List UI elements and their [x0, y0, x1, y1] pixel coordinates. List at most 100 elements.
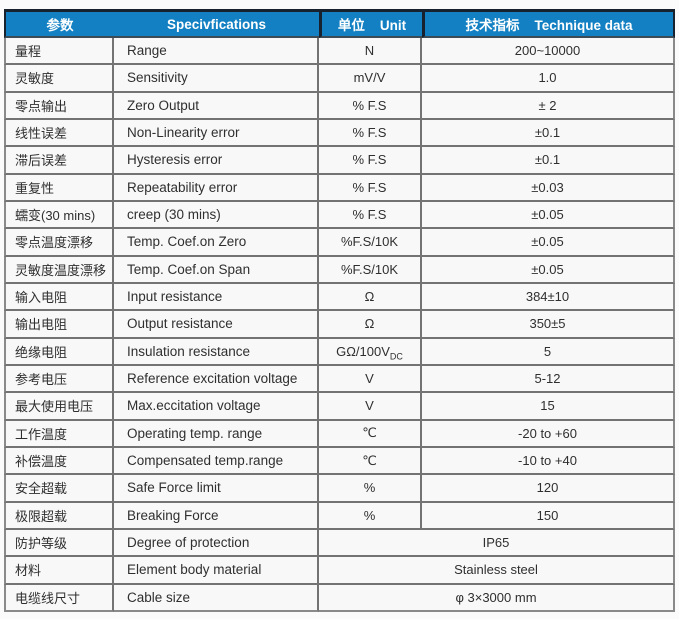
col-header-unit-en: Unit: [379, 18, 407, 33]
param-name-en-cell: Non-Linearity error: [114, 119, 319, 148]
param-name-en-cell: Temp. Coef.on Span: [114, 256, 319, 284]
col-header-param-label: 参数: [46, 18, 74, 33]
param-name-en-cell: Reference excitation voltage: [114, 365, 319, 394]
table-row: 工作温度 Operating temp. range ℃ -20 to +60: [4, 420, 675, 448]
value-cell: 120: [422, 475, 675, 503]
param-name-cn-cell: 灵敏度温度漂移: [4, 256, 114, 284]
param-name-en-cell: Zero Output: [114, 92, 319, 120]
table-row: 补偿温度 Compensated temp.range ℃ -10 to +40: [4, 447, 675, 476]
param-name-cn-cell: 安全超载: [4, 475, 114, 503]
param-name-en-cell: Safe Force limit: [114, 475, 319, 503]
value-cell: ±0.1: [422, 147, 675, 175]
unit-cell: N: [319, 38, 422, 66]
param-name-en-cell: Breaking Force: [114, 502, 319, 530]
param-name-cn-cell: 参考电压: [4, 365, 114, 394]
param-name-en-cell: creep (30 mins): [114, 201, 319, 230]
table-row: 材料 Element body material Stainless steel: [4, 557, 675, 585]
table-row: 安全超载 Safe Force limit % 120: [4, 475, 675, 503]
unit-cell: ℃: [319, 420, 422, 448]
unit-cell: ℃: [319, 447, 422, 476]
merged-value-cell: φ 3×3000 mm: [319, 584, 675, 612]
value-cell: 350±5: [422, 311, 675, 339]
param-name-cn-cell: 防护等级: [4, 529, 114, 558]
unit-cell: V: [319, 365, 422, 394]
table-row: 灵敏度 Sensitivity mV/V 1.0: [4, 65, 675, 93]
unit-cell: % F.S: [319, 201, 422, 230]
param-name-cn-cell: 电缆线尺寸: [4, 584, 114, 612]
param-name-en-cell: Output resistance: [114, 311, 319, 339]
param-name-en-cell: Hysteresis error: [114, 147, 319, 175]
value-cell: 5: [422, 338, 675, 366]
spec-table-header: 参数 Specivfications 单位 Unit 技术指标 Technique …: [4, 9, 675, 38]
value-cell: ± 2: [422, 92, 675, 120]
param-name-en-cell: Temp. Coef.on Zero: [114, 229, 319, 257]
param-name-en-cell: Element body material: [114, 557, 319, 585]
param-name-cn-cell: 灵敏度: [4, 65, 114, 93]
table-row: 输入电阻 Input resistance Ω 384±10: [4, 283, 675, 312]
table-row: 零点温度漂移 Temp. Coef.on Zero %F.S/10K ±0.05: [4, 229, 675, 257]
param-name-cn-cell: 输入电阻: [4, 283, 114, 312]
param-name-cn-cell: 绝缘电阻: [4, 338, 114, 366]
param-name-en-cell: Cable size: [114, 584, 319, 612]
param-name-cn-cell: 补偿温度: [4, 447, 114, 476]
value-cell: 15: [422, 393, 675, 421]
value-cell: ±0.05: [422, 256, 675, 284]
value-cell: -20 to +60: [422, 420, 675, 448]
table-row: 最大使用电压 Max.eccitation voltage V 15: [4, 393, 675, 421]
col-header-specifications-label: Specivfications: [166, 16, 267, 32]
param-name-en-cell: Max.eccitation voltage: [114, 393, 319, 421]
col-header-param: 参数: [4, 9, 114, 38]
spec-table-body: 量程 Range N 200~10000 灵敏度 Sensitivity mV/…: [4, 38, 675, 612]
unit-cell: %: [319, 475, 422, 503]
value-cell: 1.0: [422, 65, 675, 93]
param-name-en-cell: Range: [114, 38, 319, 66]
param-name-en-cell: Insulation resistance: [114, 338, 319, 366]
unit-cell: % F.S: [319, 147, 422, 175]
table-row: 蠕变(30 mins) creep (30 mins) % F.S ±0.05: [4, 201, 675, 230]
value-cell: 150: [422, 502, 675, 530]
unit-cell: %: [319, 502, 422, 530]
value-cell: 5-12: [422, 365, 675, 394]
header-row: 参数 Specivfications 单位 Unit 技术指标 Technique …: [4, 9, 675, 38]
table-row: 量程 Range N 200~10000: [4, 38, 675, 66]
unit-cell: V: [319, 393, 422, 421]
table-row: 防护等级 Degree of protection IP65: [4, 529, 675, 558]
table-row: 零点输出 Zero Output % F.S ± 2: [4, 92, 675, 120]
param-name-en-cell: Compensated temp.range: [114, 447, 319, 476]
col-header-technique-cn: 技术指标: [465, 18, 520, 33]
table-row: 极限超载 Breaking Force % 150: [4, 502, 675, 530]
value-cell: ±0.03: [422, 174, 675, 202]
param-name-en-cell: Degree of protection: [114, 529, 319, 558]
param-name-cn-cell: 线性误差: [4, 119, 114, 148]
spec-sheet: 参数 Specivfications 单位 Unit 技术指标 Technique …: [4, 9, 675, 612]
unit-cell: GΩ/100VDC: [319, 338, 422, 366]
param-name-cn-cell: 滞后误差: [4, 147, 114, 175]
value-cell: ±0.1: [422, 119, 675, 148]
param-name-en-cell: Operating temp. range: [114, 420, 319, 448]
param-name-cn-cell: 极限超载: [4, 502, 114, 530]
value-cell: 200~10000: [422, 38, 675, 66]
value-cell: -10 to +40: [422, 447, 675, 476]
table-row: 输出电阻 Output resistance Ω 350±5: [4, 311, 675, 339]
unit-subscript: DC: [389, 351, 403, 362]
spec-table: 参数 Specivfications 单位 Unit 技术指标 Technique …: [4, 9, 675, 612]
param-name-en-cell: Repeatability error: [114, 174, 319, 202]
col-header-unit: 单位 Unit: [319, 9, 422, 38]
param-name-cn-cell: 蠕变(30 mins): [4, 201, 114, 230]
table-row: 线性误差 Non-Linearity error % F.S ±0.1: [4, 119, 675, 148]
param-name-cn-cell: 零点输出: [4, 92, 114, 120]
unit-cell: % F.S: [319, 119, 422, 148]
table-row: 参考电压 Reference excitation voltage V 5-12: [4, 365, 675, 394]
value-cell: ±0.05: [422, 201, 675, 230]
table-row: 电缆线尺寸 Cable size φ 3×3000 mm: [4, 584, 675, 612]
unit-cell: mV/V: [319, 65, 422, 93]
table-row: 重复性 Repeatability error % F.S ±0.03: [4, 174, 675, 202]
param-name-en-cell: Sensitivity: [114, 65, 319, 93]
col-header-technique-en: Technique data: [534, 18, 633, 33]
param-name-cn-cell: 零点温度漂移: [4, 229, 114, 257]
param-name-cn-cell: 工作温度: [4, 420, 114, 448]
table-row: 灵敏度温度漂移 Temp. Coef.on Span %F.S/10K ±0.0…: [4, 256, 675, 284]
param-name-cn-cell: 材料: [4, 557, 114, 585]
unit-cell: % F.S: [319, 92, 422, 120]
param-name-en-cell: Input resistance: [114, 283, 319, 312]
